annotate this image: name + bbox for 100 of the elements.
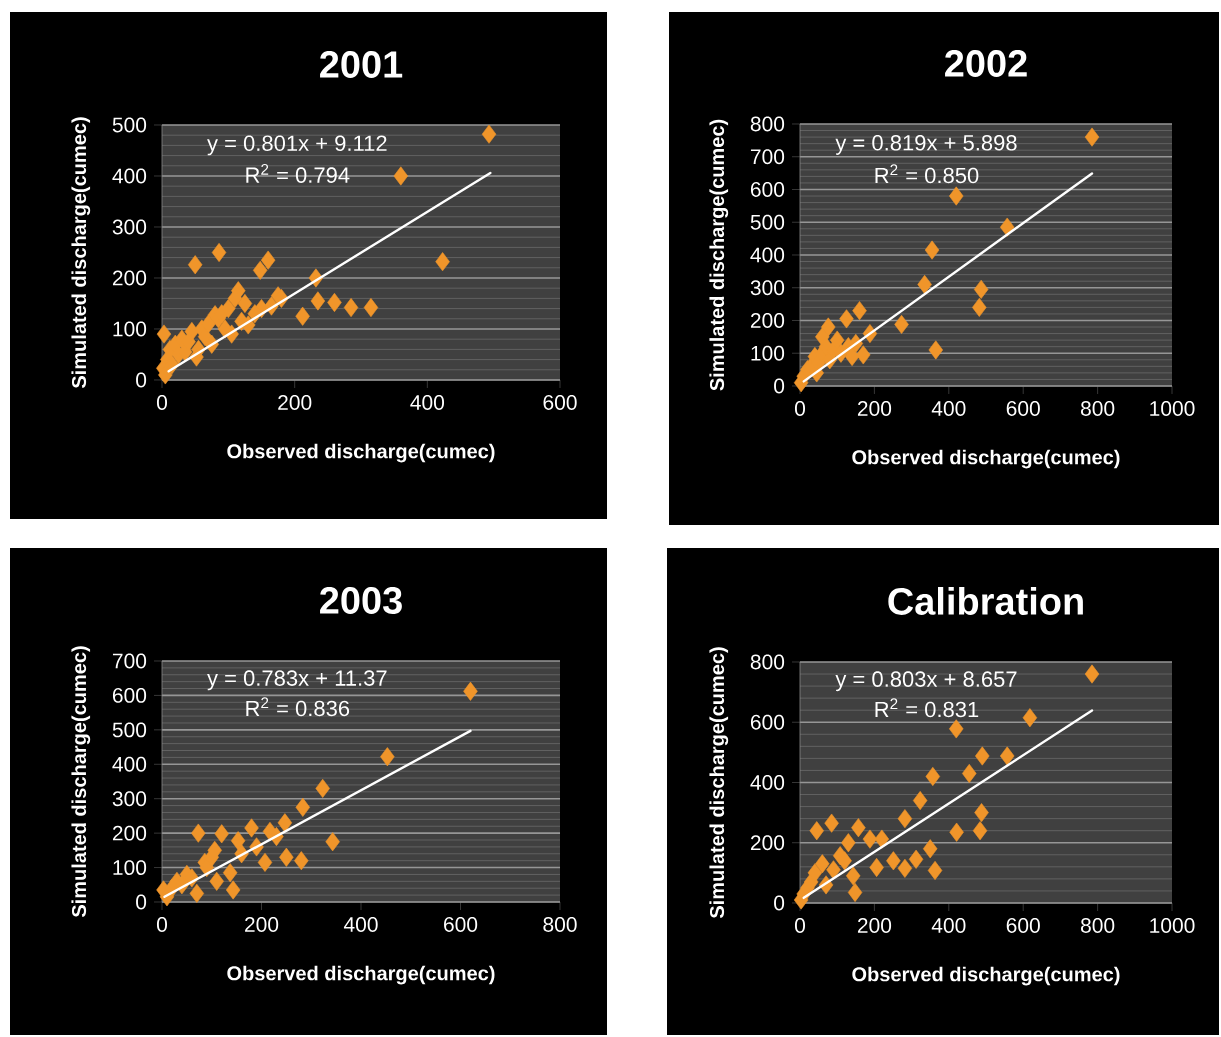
point bbox=[1084, 664, 1100, 684]
annotation: y = 0.819x + 5.898 bbox=[835, 135, 1017, 155]
annotation: R$^{2}$ = 0.831 bbox=[875, 698, 979, 718]
x-tick-label: 400 bbox=[931, 401, 966, 416]
chart-title: Calibration bbox=[888, 587, 1083, 615]
x-tick-label: 0 bbox=[794, 401, 806, 416]
point bbox=[222, 863, 238, 883]
point bbox=[481, 124, 497, 144]
point bbox=[211, 242, 227, 262]
point bbox=[886, 851, 901, 871]
x-tick-label: 600 bbox=[543, 395, 577, 410]
point bbox=[809, 821, 824, 841]
point bbox=[917, 274, 932, 294]
point bbox=[928, 340, 943, 360]
point bbox=[221, 299, 236, 319]
y-tick-label: 800 bbox=[750, 654, 785, 670]
point bbox=[393, 166, 408, 186]
point bbox=[974, 803, 989, 823]
y-tick-label: 200 bbox=[112, 825, 147, 841]
x-tick-label: 200 bbox=[245, 917, 279, 932]
annotation: y = 0.803x + 8.657 bbox=[835, 671, 1017, 692]
point bbox=[949, 186, 964, 206]
x-tick-label: 800 bbox=[1081, 401, 1115, 416]
point bbox=[830, 330, 845, 350]
y-tick-label: 700 bbox=[112, 653, 147, 669]
point bbox=[972, 821, 988, 841]
annotation: y = 0.801x + 9.112 bbox=[207, 135, 387, 156]
x-axis-title: Observed discharge(cumec) bbox=[227, 965, 495, 985]
point bbox=[844, 347, 860, 367]
x-tick-label: 0 bbox=[156, 395, 168, 410]
x-axis-title: Observed discharge(cumec) bbox=[852, 449, 1120, 469]
x-axis-title: Observed discharge(cumec) bbox=[227, 443, 495, 463]
y-tick-label: 100 bbox=[113, 860, 147, 876]
point bbox=[1000, 217, 1015, 237]
y-tick-label: 0 bbox=[136, 894, 147, 910]
point bbox=[912, 791, 928, 811]
point bbox=[815, 327, 830, 347]
point bbox=[807, 863, 823, 883]
point bbox=[949, 822, 964, 842]
y-tick-label: 500 bbox=[112, 722, 147, 738]
x-tick-label: 1000 bbox=[1150, 401, 1195, 416]
y-tick-label: 200 bbox=[112, 270, 147, 286]
point bbox=[225, 880, 241, 900]
point bbox=[846, 866, 861, 886]
annotation: y = 0.783x + 11.37 bbox=[207, 670, 387, 691]
y-axis-title: Simulated discharge(cumec) bbox=[71, 117, 91, 389]
y-axis-title: Simulated discharge(cumec) bbox=[709, 647, 729, 919]
x-tick-label: 800 bbox=[543, 917, 577, 932]
point bbox=[839, 309, 854, 329]
point bbox=[260, 250, 276, 270]
point bbox=[380, 747, 395, 767]
chart-title: 2003 bbox=[320, 586, 402, 614]
y-tick-label: 0 bbox=[136, 372, 147, 388]
y-tick-label: 300 bbox=[750, 280, 785, 296]
point bbox=[463, 681, 478, 701]
point bbox=[869, 857, 884, 877]
point bbox=[897, 858, 913, 878]
point bbox=[327, 292, 342, 312]
y-tick-label: 300 bbox=[112, 219, 147, 235]
point bbox=[201, 314, 216, 334]
y-tick-label: 600 bbox=[112, 688, 147, 703]
x-tick-label: 200 bbox=[857, 401, 892, 416]
point bbox=[856, 345, 871, 365]
point bbox=[847, 882, 863, 902]
y-tick-label: 200 bbox=[750, 313, 785, 328]
point bbox=[894, 314, 909, 334]
x-tick-label: 200 bbox=[857, 918, 892, 933]
point bbox=[310, 291, 326, 311]
y-tick-label: 100 bbox=[113, 321, 147, 337]
point bbox=[343, 298, 359, 318]
x-tick-label: 400 bbox=[410, 395, 445, 410]
y-tick-label: 400 bbox=[750, 247, 785, 263]
y-tick-label: 0 bbox=[774, 895, 785, 911]
point bbox=[277, 813, 293, 833]
x-tick-label: 200 bbox=[278, 395, 312, 410]
point bbox=[908, 849, 924, 869]
point bbox=[325, 832, 340, 852]
point bbox=[1084, 127, 1100, 147]
point bbox=[252, 260, 268, 280]
x-tick-label: 0 bbox=[156, 917, 168, 932]
y-tick-label: 600 bbox=[750, 714, 785, 730]
y-tick-label: 400 bbox=[750, 775, 785, 790]
y-axis-title: Simulated discharge(cumec) bbox=[71, 646, 91, 918]
point bbox=[230, 831, 246, 851]
y-tick-label: 0 bbox=[774, 378, 785, 394]
point bbox=[837, 851, 852, 871]
x-tick-label: 800 bbox=[1081, 918, 1115, 933]
point bbox=[815, 854, 830, 874]
annotation: R$^{2}$ = 0.836 bbox=[246, 697, 350, 717]
point bbox=[897, 809, 913, 829]
point bbox=[294, 851, 309, 871]
x-axis-title: Observed discharge(cumec) bbox=[852, 966, 1120, 986]
y-tick-label: 600 bbox=[750, 182, 785, 197]
point bbox=[187, 255, 203, 275]
chart-title: 2002 bbox=[945, 50, 1027, 77]
point bbox=[209, 871, 224, 891]
point bbox=[826, 860, 841, 880]
point bbox=[156, 324, 172, 344]
y-tick-label: 500 bbox=[112, 117, 147, 133]
point bbox=[244, 818, 259, 838]
